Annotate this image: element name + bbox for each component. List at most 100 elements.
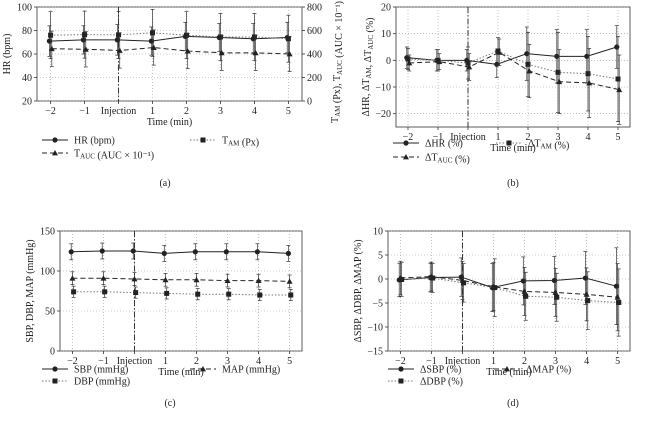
series-line [71,250,289,254]
data-point [82,46,89,52]
data-point [161,250,167,256]
x-tick-label: −2 [45,106,56,117]
data-point [130,248,136,254]
y-tick-label: 60 [22,50,32,61]
chart-panel-0: 20 40 60 80 100 −2 −1 Injection 1 2 3 4 5 Time (min) H… [2,1,345,189]
data-point [556,78,563,85]
series-line [401,277,619,304]
data-point [255,277,262,283]
series-2 [48,29,293,72]
legend-entry: ΔTAUC (%) [393,153,470,166]
y-tick-label: −5 [372,299,383,310]
panel-tag: (b) [507,178,519,189]
x-axis-label: Time (min) [486,367,531,378]
legend-marker [398,378,404,384]
legend-label: DBP (mmHg) [74,377,130,388]
data-point [114,37,120,43]
data-point [184,48,191,54]
data-point [286,51,293,57]
y-tick-label: −10 [375,83,391,94]
panel-tag: (a) [159,178,170,189]
legend-marker [52,378,58,384]
y-tick-label: 80 [22,26,32,37]
data-point [435,57,441,63]
y-tick-label: 0 [386,56,391,67]
legend-entry: TAM (Px) [190,136,259,149]
y-tick-label: 10 [373,227,383,238]
data-point [399,276,405,282]
series-2 [406,38,623,125]
data-point [525,61,531,67]
series-1 [69,271,293,289]
legend-entry: ΔDBP (%) [388,377,463,388]
legend-marker [200,366,206,372]
legend-entry: SBP (mmHg) [42,365,128,376]
data-point [100,275,107,281]
data-point [217,34,223,40]
series-0 [68,242,291,262]
data-point [224,277,231,283]
x-tick-label: 1 [163,356,168,367]
y-tick-label: −10 [367,323,383,334]
data-point [80,37,86,43]
data-point [615,76,621,82]
data-point [164,290,170,296]
x-tick-label: Injection [445,356,481,367]
legend-label: MAP (mmHg) [222,365,280,376]
legend-entry: TAUC (AUC × 10⁻¹) [42,149,154,162]
data-point [195,291,201,297]
plot-frame [59,230,303,352]
data-point [257,292,263,298]
series-line [50,32,289,40]
y-right-axis-label: TAM (Px), TAUC (AUC × 10⁻¹) [330,1,345,123]
x-tick-label: Injection [450,132,486,143]
data-point [192,249,198,255]
x-tick-label: −1 [79,106,90,117]
legend-marker [200,137,206,143]
legend-marker [52,137,58,143]
data-point [520,278,526,284]
y-axis-label: HR (bpm) [2,34,13,75]
data-point [162,276,169,283]
x-tick-label: Injection [101,106,137,117]
data-point [148,38,154,44]
data-point [582,275,588,281]
legend-entry: ΔHR (%) [393,139,463,150]
data-point [586,80,593,86]
y-tick-label: 5 [378,251,383,262]
data-point [551,277,557,284]
legend-label: ΔMAP (%) [526,365,571,376]
legend-marker [403,140,409,146]
y-right-tick-label: 200 [307,73,322,84]
legend-label: HR (bpm) [74,136,115,147]
data-point [406,60,413,66]
data-point [492,285,498,291]
data-point [48,32,54,38]
legend-label: TAUC (AUC × 10⁻¹) [74,149,154,162]
data-point [82,32,88,38]
data-point [285,36,291,42]
x-tick-label: 3 [218,106,223,117]
x-tick-label: 5 [286,106,291,117]
y-tick-label: 0 [50,347,55,358]
data-point [466,64,473,70]
series-1 [405,31,621,123]
legend-label: SBP (mmHg) [74,365,128,376]
x-tick-label: 3 [225,356,230,367]
data-point [102,289,108,295]
x-tick-label: 2 [522,356,527,367]
data-point [405,56,411,62]
x-axis-label: Time (min) [490,143,535,154]
series-line [49,35,288,42]
chart-panel-2: 0 50 100 150 −2 −1 Injection 1 2 3 4 5 Time (min) SBP… [25,227,303,409]
data-point [254,249,260,255]
series-line [72,277,290,282]
data-point [436,58,443,65]
y-right-tick-label: 400 [307,50,322,61]
data-point [131,276,138,282]
series-line [409,51,620,91]
plot-frame [395,6,631,128]
x-tick-label: −2 [395,356,406,367]
chart-panel-3: −15 −10 −5 0 5 10 −2 −1 Injection 1 2 3 4 5 Time (min)… [353,227,631,409]
x-axis-label: Time (min) [147,117,192,128]
